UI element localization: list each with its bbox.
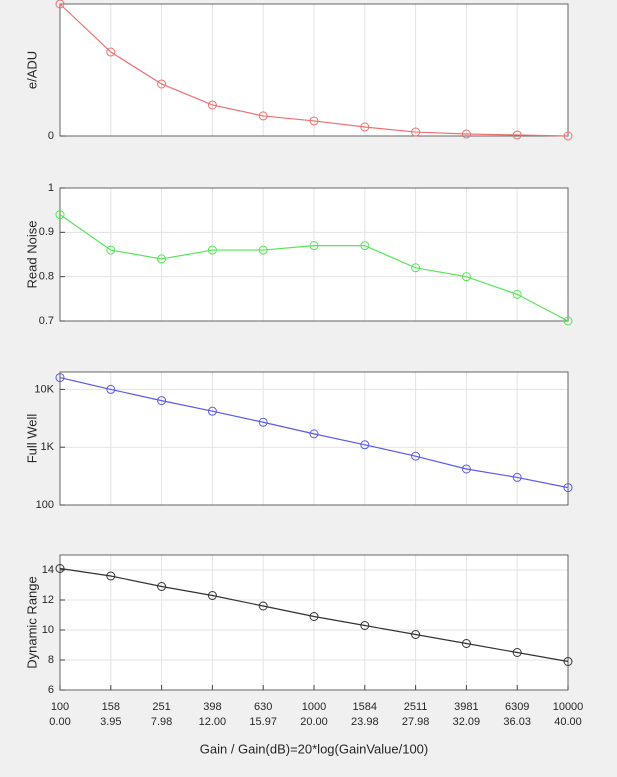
y-tick-label: 12 — [42, 594, 54, 606]
x-tick-label: 1584 — [353, 701, 377, 713]
marker — [461, 464, 471, 474]
x-tick-label: 630 — [254, 701, 272, 713]
plot-frame — [59, 3, 569, 137]
marker — [461, 639, 471, 648]
marker — [106, 47, 116, 57]
marker — [157, 582, 167, 591]
marker — [461, 129, 471, 139]
marker — [563, 657, 573, 666]
marker — [309, 429, 319, 439]
plot-frame — [59, 371, 569, 506]
x-tick-label-db: 40.00 — [554, 716, 582, 728]
y-tick-label: 0.8 — [39, 271, 54, 283]
y-tick-label: 1 — [48, 182, 54, 194]
marker — [258, 417, 268, 427]
marker — [309, 116, 319, 126]
y-tick-label: 0 — [48, 130, 54, 142]
y-tick-label: 0.9 — [39, 226, 54, 238]
y-tick-label: 10K — [34, 383, 54, 395]
marker — [411, 630, 421, 639]
marker — [512, 648, 522, 657]
marker — [207, 406, 217, 416]
x-tick-label-db: 3.95 — [100, 716, 121, 728]
x-tick-label: 10000 — [553, 701, 584, 713]
marker — [512, 130, 522, 140]
marker — [563, 131, 573, 141]
marker — [55, 373, 65, 383]
x-tick-label: 100 — [51, 701, 69, 713]
y-axis-label: Dynamic Range — [24, 576, 39, 669]
x-tick-label-db: 32.09 — [453, 716, 481, 728]
marker — [309, 612, 319, 621]
marker — [157, 396, 167, 406]
x-tick-label: 3981 — [454, 701, 478, 713]
y-axis-label: Read Noise — [24, 221, 39, 289]
y-tick-label: 8 — [48, 654, 54, 666]
marker — [309, 241, 319, 251]
marker — [157, 79, 167, 89]
marker — [563, 483, 573, 493]
marker — [461, 272, 471, 282]
x-tick-label-db: 0.00 — [49, 716, 70, 728]
y-tick-label: 14 — [42, 564, 54, 576]
marker — [106, 571, 116, 581]
x-tick-label: 158 — [102, 701, 120, 713]
marker — [207, 245, 217, 255]
x-tick-label-db: 7.98 — [151, 716, 172, 728]
marker — [258, 245, 268, 255]
marker — [157, 254, 167, 264]
x-tick-label-db: 27.98 — [402, 716, 430, 728]
y-tick-label: 10 — [42, 624, 54, 636]
marker — [258, 111, 268, 121]
x-tick-label-db: 23.98 — [351, 716, 379, 728]
x-tick-label: 251 — [152, 701, 170, 713]
marker — [411, 451, 421, 461]
y-tick-label: 1K — [41, 441, 55, 453]
marker — [55, 564, 65, 573]
y-tick-label: 6 — [48, 684, 54, 696]
marker — [55, 210, 65, 220]
line — [59, 214, 569, 322]
marker — [360, 122, 370, 132]
marker — [563, 316, 573, 326]
marker — [106, 245, 116, 255]
marker — [106, 384, 116, 394]
marker — [411, 127, 421, 137]
marker — [360, 440, 370, 450]
x-tick-label: 6309 — [505, 701, 529, 713]
marker — [360, 621, 370, 630]
marker — [512, 472, 522, 482]
marker — [411, 263, 421, 273]
y-axis-label: e/ADU — [24, 51, 39, 89]
marker — [207, 591, 217, 600]
x-tick-label-db: 15.97 — [249, 716, 277, 728]
marker — [360, 241, 370, 251]
line — [59, 567, 569, 663]
x-tick-label: 2511 — [404, 701, 428, 713]
x-tick-label: 1000 — [302, 701, 326, 713]
marker — [55, 0, 65, 9]
y-tick-label: 0.7 — [39, 315, 54, 327]
plot-frame — [59, 187, 569, 322]
y-axis-label: Full Well — [24, 414, 39, 464]
line — [59, 3, 569, 137]
x-tick-label-db: 12.00 — [199, 716, 227, 728]
line — [59, 377, 569, 489]
y-tick-label: 100 — [36, 499, 54, 511]
x-tick-label-db: 20.00 — [300, 716, 328, 728]
marker — [258, 601, 268, 611]
x-tick-label-db: 36.03 — [503, 716, 531, 728]
marker — [207, 100, 217, 110]
x-axis-label: Gain / Gain(dB)=20*log(GainValue/100) — [200, 741, 428, 756]
x-tick-label: 398 — [203, 701, 221, 713]
marker — [512, 289, 522, 299]
